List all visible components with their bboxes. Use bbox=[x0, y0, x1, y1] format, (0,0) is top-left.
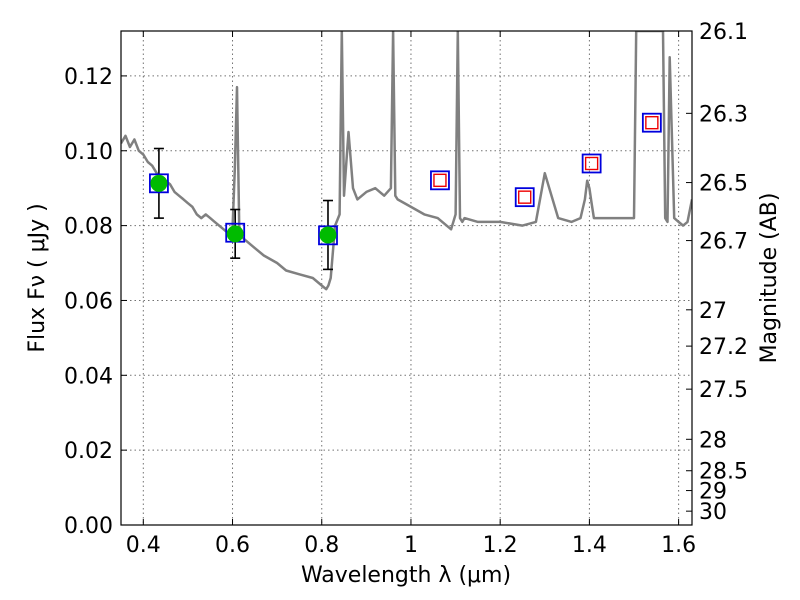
observed-point bbox=[150, 174, 168, 192]
y2-tick-label: 27 bbox=[699, 299, 727, 324]
upper-limit-square bbox=[645, 115, 659, 130]
model-photometry-square bbox=[641, 112, 662, 133]
y2-tick-label: 28 bbox=[699, 428, 727, 453]
x-tick-label: 0.4 bbox=[126, 533, 161, 558]
observed-point bbox=[226, 225, 244, 243]
y2-axis-title: Magnitude (AB) bbox=[757, 193, 782, 364]
y2-tick-label: 26.1 bbox=[699, 20, 748, 45]
x-tick-label: 1.6 bbox=[661, 533, 696, 558]
y-tick-label: 0.12 bbox=[64, 65, 113, 90]
plot-frame bbox=[120, 30, 693, 526]
y-tick-label: 0.10 bbox=[64, 140, 113, 165]
upper-limit-square bbox=[584, 156, 599, 171]
model-photometry-square bbox=[149, 173, 169, 194]
y2-tick-label: 26.5 bbox=[699, 172, 748, 197]
x-tick-label: 0.6 bbox=[215, 533, 250, 558]
y2-tick-label: 30 bbox=[699, 500, 727, 525]
y-tick-label: 0.02 bbox=[64, 439, 113, 464]
y2-tick-label: 27.5 bbox=[699, 378, 748, 403]
axis-ticks bbox=[121, 30, 692, 526]
model-photometry-square bbox=[430, 170, 450, 191]
upper-limit-square bbox=[518, 190, 532, 204]
y2-tick-label: 27.2 bbox=[699, 335, 748, 360]
y-tick-label: 0.04 bbox=[64, 364, 113, 389]
x-tick-label: 1 bbox=[404, 533, 418, 558]
x-tick-label: 1.2 bbox=[483, 533, 518, 558]
y2-tick-label: 26.7 bbox=[699, 230, 748, 255]
x-axis-title: Wavelength λ (μm) bbox=[301, 563, 511, 588]
y2-tick-label: 28.5 bbox=[699, 460, 748, 485]
y-tick-label: 0.00 bbox=[64, 514, 113, 539]
y-tick-label: 0.08 bbox=[64, 215, 113, 240]
grid-lines bbox=[121, 31, 692, 525]
y2-tick-label: 29 bbox=[699, 480, 727, 505]
x-tick-labels: 0.4 0.6 0.8 1 1.2 1.4 1.6 bbox=[126, 533, 696, 558]
y-axis-title: Flux Fν ( μJy ) bbox=[25, 203, 50, 352]
x-tick-label: 1.4 bbox=[572, 533, 607, 558]
model-photometry-square bbox=[318, 225, 338, 246]
y-tick-labels: 0.00 0.02 0.04 0.06 0.08 0.10 0.12 bbox=[64, 65, 113, 539]
model-photometry-square bbox=[581, 153, 602, 174]
data-points bbox=[149, 112, 662, 271]
model-photometry-square bbox=[514, 187, 535, 208]
x-tick-label: 0.8 bbox=[304, 533, 339, 558]
model-spectrum-line bbox=[121, 31, 692, 291]
y-tick-label: 0.06 bbox=[64, 289, 113, 314]
y2-tick-label: 26.3 bbox=[699, 102, 748, 127]
observed-point bbox=[319, 226, 337, 244]
upper-limit-square bbox=[433, 173, 447, 188]
